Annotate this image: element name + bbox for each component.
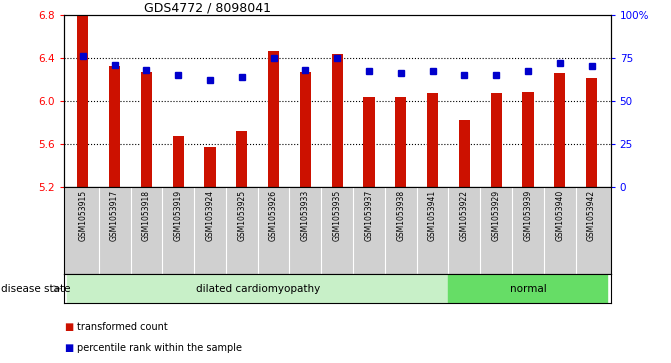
Bar — [172, 136, 184, 187]
Bar — [331, 54, 343, 187]
Text: GSM1053924: GSM1053924 — [205, 189, 215, 241]
Text: GSM1053919: GSM1053919 — [174, 189, 183, 241]
Bar — [268, 51, 279, 187]
Text: GDS4772 / 8098041: GDS4772 / 8098041 — [144, 1, 271, 15]
Bar — [77, 15, 89, 187]
Text: GSM1053915: GSM1053915 — [79, 189, 87, 241]
Text: GSM1053929: GSM1053929 — [492, 189, 501, 241]
Text: GSM1053935: GSM1053935 — [333, 189, 342, 241]
Bar — [395, 98, 407, 187]
Text: disease state: disease state — [1, 284, 71, 294]
Bar — [205, 147, 215, 187]
Text: GSM1053926: GSM1053926 — [269, 189, 278, 241]
Text: GSM1053933: GSM1053933 — [301, 189, 310, 241]
Text: normal: normal — [509, 284, 546, 294]
Text: dilated cardiomyopathy: dilated cardiomyopathy — [195, 284, 320, 294]
Bar — [586, 78, 597, 187]
Text: GSM1053942: GSM1053942 — [587, 189, 596, 241]
Bar — [427, 93, 438, 187]
Text: GSM1053925: GSM1053925 — [238, 189, 246, 241]
Bar — [300, 72, 311, 187]
Text: GSM1053938: GSM1053938 — [397, 189, 405, 241]
Bar — [364, 98, 374, 187]
Text: GSM1053941: GSM1053941 — [428, 189, 437, 241]
Bar — [491, 93, 502, 187]
Bar — [109, 66, 120, 187]
Text: GSM1053917: GSM1053917 — [110, 189, 119, 241]
Text: GSM1053939: GSM1053939 — [523, 189, 533, 241]
Bar — [554, 73, 565, 187]
Bar — [236, 131, 248, 187]
Bar — [459, 120, 470, 187]
Text: percentile rank within the sample: percentile rank within the sample — [77, 343, 242, 354]
Text: GSM1053918: GSM1053918 — [142, 189, 151, 241]
Bar — [523, 92, 533, 187]
Bar — [141, 72, 152, 187]
Text: ■: ■ — [64, 343, 73, 354]
Text: GSM1053922: GSM1053922 — [460, 189, 469, 241]
Text: GSM1053940: GSM1053940 — [555, 189, 564, 241]
Text: transformed count: transformed count — [77, 322, 168, 332]
Text: GSM1053937: GSM1053937 — [364, 189, 374, 241]
Text: ■: ■ — [64, 322, 73, 332]
